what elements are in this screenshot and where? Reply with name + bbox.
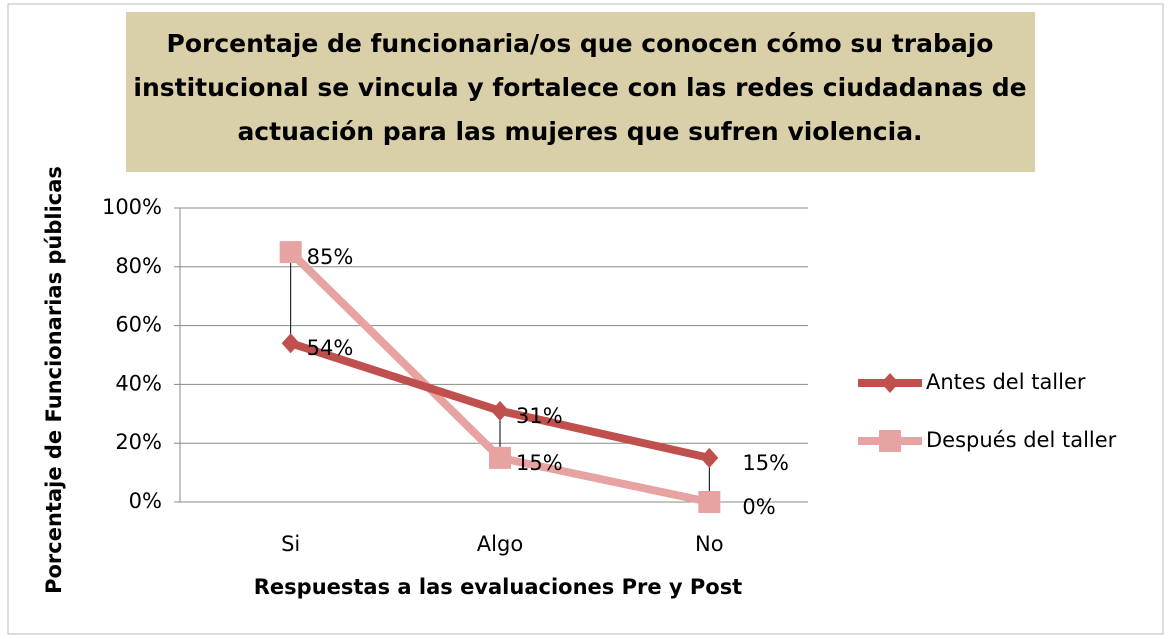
data-label: 85% (307, 245, 354, 269)
point (281, 333, 300, 354)
y-tick-label: 20% (115, 430, 162, 454)
x-axis-label: Respuestas a las evaluaciones Pre y Post (254, 575, 742, 599)
legend-label: Después del taller (926, 428, 1117, 452)
x-tick-label: Si (281, 532, 300, 556)
point (491, 400, 509, 421)
point (698, 491, 721, 513)
x-tick-label: Algo (477, 532, 523, 556)
chart-title: Porcentaje de funcionaria/os que conocen… (167, 29, 994, 58)
data-label: 31% (516, 404, 563, 428)
y-tick-label: 0% (129, 489, 162, 513)
legend-marker (881, 373, 899, 393)
data-label: 0% (742, 495, 775, 519)
data-label: 15% (516, 451, 563, 475)
y-tick-label: 40% (115, 371, 162, 395)
title-box (126, 12, 1035, 172)
chart-title: actuación para las mujeres que sufren vi… (237, 117, 922, 146)
data-label: 54% (307, 336, 354, 360)
point (700, 447, 719, 468)
legend-marker (879, 430, 901, 452)
y-tick-label: 80% (115, 254, 162, 278)
y-tick-label: 60% (115, 313, 162, 337)
y-tick-label: 100% (102, 195, 162, 219)
point (279, 241, 302, 264)
data-label: 15% (742, 451, 789, 475)
legend-label: Antes del taller (926, 370, 1086, 394)
point (489, 446, 511, 469)
x-tick-label: No (695, 532, 724, 556)
chart-title: institucional se vincula y fortalece con… (133, 73, 1026, 102)
y-axis-label: Porcentaje de Funcionarias públicas (42, 166, 66, 594)
